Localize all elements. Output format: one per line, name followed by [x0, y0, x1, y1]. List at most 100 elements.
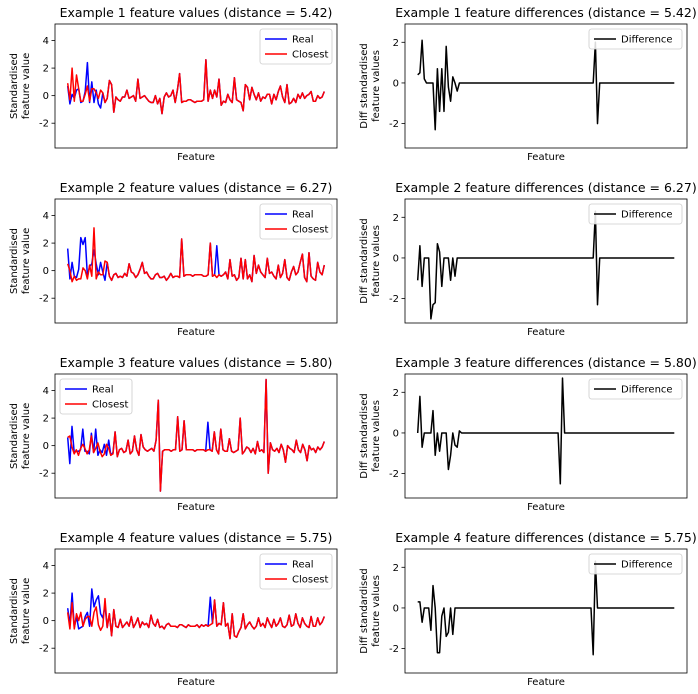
chart-title: Example 1 feature values (distance = 5.4…: [60, 5, 333, 20]
y-tick-label: -2: [39, 469, 49, 480]
legend: Difference: [588, 553, 683, 575]
y-axis-label-line: Standardised: [9, 578, 20, 644]
axes-frame: [54, 198, 338, 324]
y-tick-label: -2: [39, 294, 49, 305]
y-axis-label-line: feature value: [21, 228, 32, 295]
series-line-difference: [416, 210, 675, 320]
y-tick-label: 2: [43, 589, 49, 600]
chart-title: Example 2 feature differences (distance …: [395, 180, 696, 195]
y-axis-label-line: feature value: [21, 53, 32, 120]
y-axis-label: Diff standardisedfeature values: [359, 393, 382, 478]
y-tick-label: 0: [43, 616, 49, 627]
chart-title: Example 4 feature values (distance = 5.7…: [60, 530, 333, 545]
axes-frame: [404, 23, 688, 149]
legend-label-closest: Closest: [92, 400, 128, 411]
axes-frame: [54, 23, 338, 149]
legend-label-closest: Closest: [292, 50, 328, 61]
y-tick-label: 0: [43, 266, 49, 277]
legend-label-difference: Difference: [621, 210, 673, 221]
x-axis-label: Feature: [527, 502, 565, 513]
legend-label-real: Real: [292, 210, 314, 221]
legend-label-real: Real: [92, 385, 114, 396]
y-tick-label: -2: [389, 469, 399, 480]
y-tick-label: 0: [43, 441, 49, 452]
legend: Real Closest: [59, 378, 133, 415]
legend-label-closest: Closest: [292, 575, 328, 586]
y-tick-label: 0: [393, 253, 399, 264]
y-tick-label: 0: [393, 78, 399, 89]
y-tick-label: 2: [43, 64, 49, 75]
chart-panel-7: -2 0 2 4 Example 4 feature values (distance …: [9, 530, 338, 688]
y-tick-label: -2: [389, 294, 399, 305]
series-line-closest: [67, 378, 326, 492]
chart-title: Example 3 feature differences (distance …: [395, 355, 696, 370]
x-axis-label: Feature: [177, 327, 215, 338]
legend: Real Closest: [259, 203, 333, 240]
x-axis-label: Feature: [527, 327, 565, 338]
y-tick-label: 4: [43, 36, 49, 47]
axes-frame: [54, 548, 338, 674]
chart-panel-5: -2 0 2 4 Example 3 feature values (distance …: [9, 355, 338, 513]
y-tick-label: 2: [393, 563, 399, 574]
y-tick-label: -2: [389, 119, 399, 130]
y-axis-label-line: feature values: [371, 50, 382, 122]
y-axis-label-line: feature values: [371, 225, 382, 297]
series-line-closest: [66, 227, 326, 283]
legend-frame: [59, 378, 133, 415]
legend: Difference: [588, 28, 683, 50]
chart-title: Example 2 feature values (distance = 6.2…: [60, 180, 333, 195]
x-axis-label: Feature: [527, 152, 565, 163]
axes-frame: [54, 373, 338, 499]
chart-title: Example 1 feature differences (distance …: [395, 5, 696, 20]
y-tick-label: 2: [43, 414, 49, 425]
y-axis-label: Standardisedfeature value: [9, 228, 32, 295]
y-axis-label: Diff standardisedfeature values: [359, 218, 382, 303]
legend-frame: [259, 553, 333, 590]
legend: Difference: [588, 203, 683, 225]
x-axis-label: Feature: [527, 677, 565, 688]
chart-panel-3: -2 0 2 4 Example 2 feature values (distance …: [9, 180, 338, 338]
y-axis-label-line: Standardised: [9, 228, 20, 294]
y-axis-label-line: Diff standardised: [359, 393, 370, 478]
y-tick-label: -2: [389, 644, 399, 655]
y-tick-label: -2: [39, 644, 49, 655]
series-line-difference: [417, 39, 675, 131]
axes-frame: [404, 373, 688, 499]
y-tick-label: 4: [43, 211, 49, 222]
y-axis-label: Standardisedfeature value: [9, 53, 32, 120]
y-tick-label: 0: [393, 428, 399, 439]
chart-panel-4: -2 0 2 Example 2 feature differences (dista…: [359, 180, 697, 338]
y-axis-label-line: Standardised: [9, 403, 20, 469]
y-axis-label-line: Diff standardised: [359, 218, 370, 303]
y-tick-label: 2: [43, 239, 49, 250]
y-tick-label: 0: [393, 603, 399, 614]
legend-label-closest: Closest: [292, 225, 328, 236]
x-axis-label: Feature: [177, 502, 215, 513]
y-axis-label: Diff standardisedfeature values: [359, 568, 382, 653]
y-axis-label-line: feature values: [371, 575, 382, 647]
y-axis-label-line: feature value: [21, 403, 32, 470]
y-tick-label: 2: [393, 38, 399, 49]
y-axis-label: Standardisedfeature value: [9, 403, 32, 470]
legend-label-real: Real: [292, 560, 314, 571]
y-tick-label: 0: [43, 91, 49, 102]
legend-frame: [588, 28, 683, 50]
y-tick-label: -2: [39, 119, 49, 130]
y-axis-label-line: Standardised: [9, 53, 20, 119]
legend-label-difference: Difference: [621, 560, 673, 571]
x-axis-label: Feature: [177, 152, 215, 163]
y-tick-label: 2: [393, 213, 399, 224]
legend-frame: [588, 553, 683, 575]
y-axis-label-line: feature value: [21, 578, 32, 645]
y-axis-label: Diff standardisedfeature values: [359, 43, 382, 128]
y-tick-label: 4: [43, 386, 49, 397]
legend: Difference: [588, 378, 683, 400]
y-axis-label-line: Diff standardised: [359, 43, 370, 128]
y-axis-label-line: Diff standardised: [359, 568, 370, 653]
chart-title: Example 4 feature differences (distance …: [395, 530, 696, 545]
legend-frame: [588, 378, 683, 400]
y-tick-label: 2: [393, 388, 399, 399]
series-line-difference: [416, 377, 675, 485]
